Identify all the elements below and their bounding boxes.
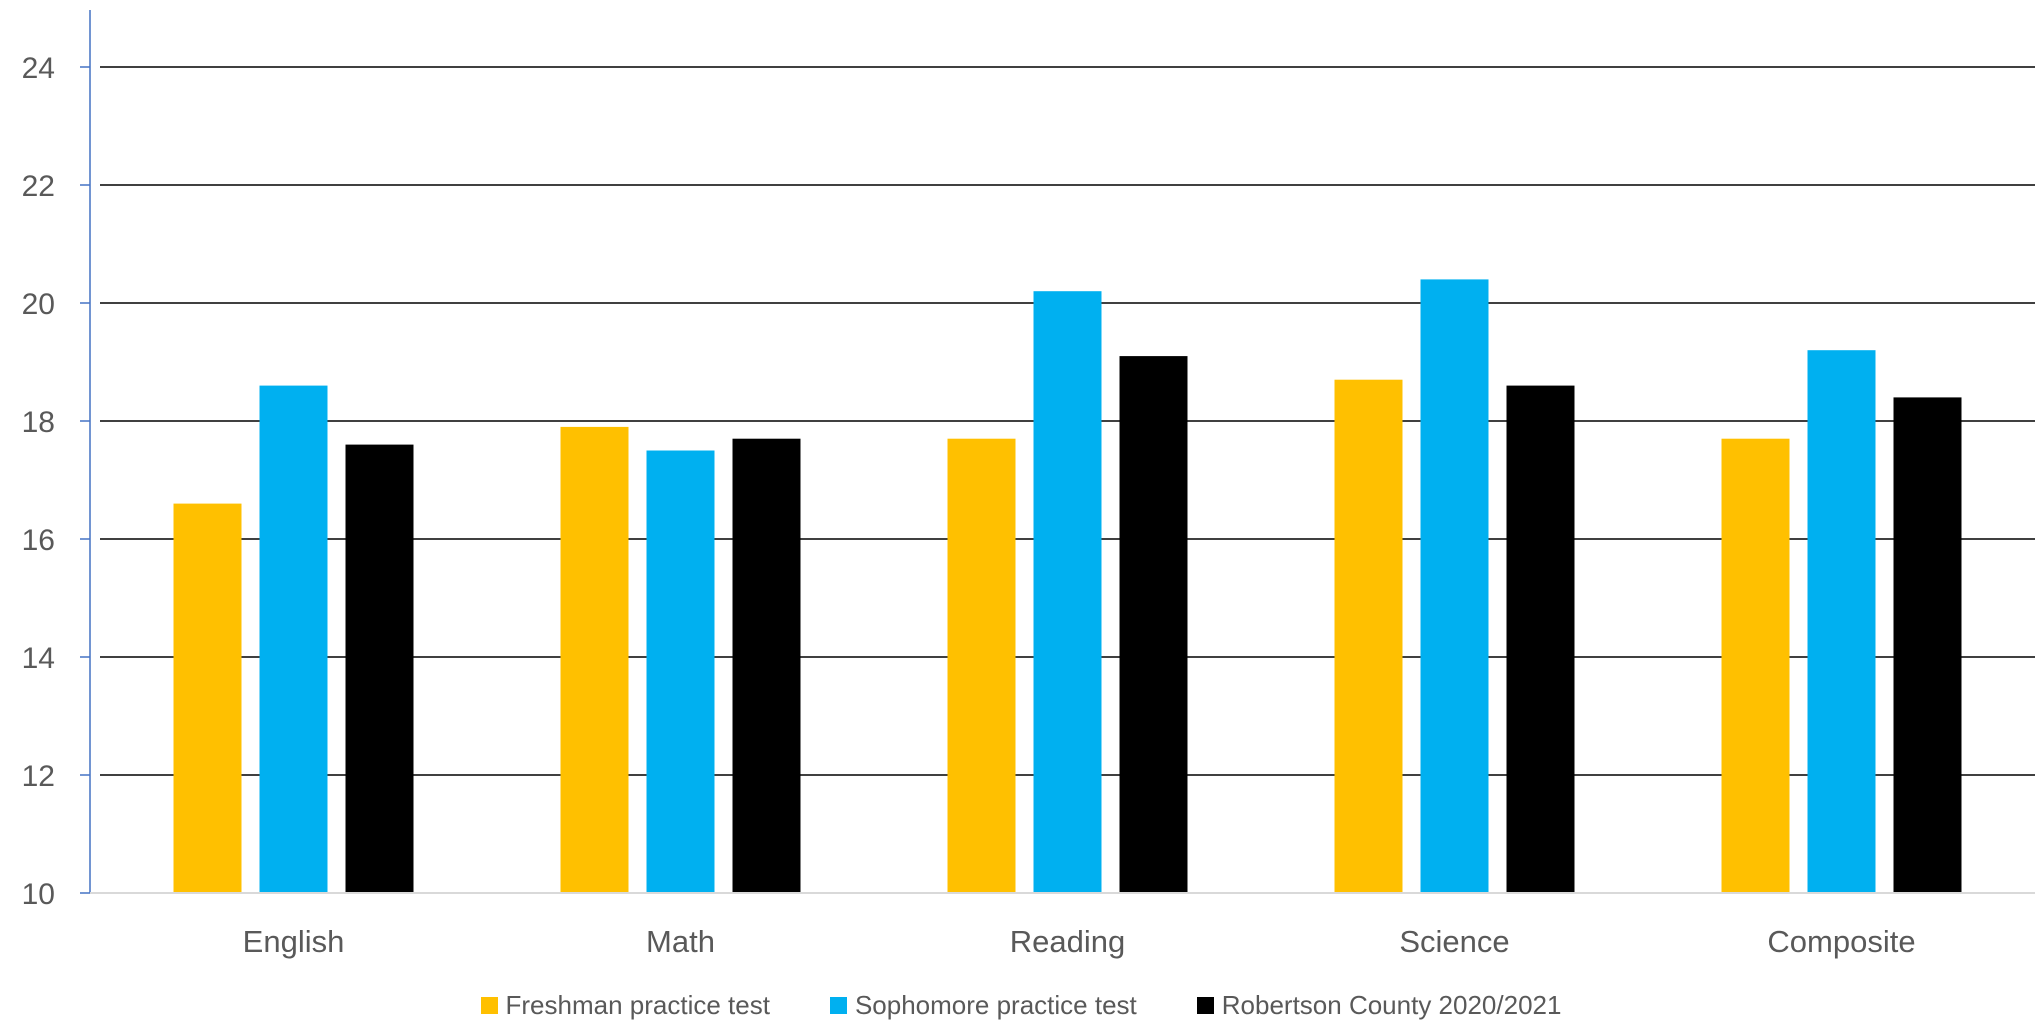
legend-item-sophomore: Sophomore practice test: [829, 990, 1137, 1021]
legend-label-freshman: Freshman practice test: [505, 990, 770, 1020]
bar: [1893, 397, 1962, 893]
x-tick-labels: English Math Reading Science Composite: [243, 924, 1916, 959]
x-tick-label: Composite: [1767, 924, 1915, 959]
y-tick-label: 14: [22, 642, 55, 675]
bar: [345, 444, 414, 893]
bar: [1334, 379, 1403, 893]
legend-swatch-robertson: [1196, 997, 1214, 1014]
x-tick-label: Science: [1399, 924, 1509, 959]
bar: [1807, 350, 1876, 893]
y-tick-label: 16: [22, 524, 55, 557]
legend-label-robertson: Robertson County 2020/2021: [1221, 990, 1562, 1020]
x-tick-label: Math: [646, 924, 715, 959]
bar: [560, 426, 629, 893]
legend-swatch-freshman: [480, 997, 498, 1014]
legend-swatch-sophomore: [829, 997, 847, 1014]
bar: [173, 503, 242, 893]
bar: [1721, 438, 1790, 893]
legend-item-robertson: Robertson County 2020/2021: [1196, 990, 1562, 1021]
y-tick-label: 12: [22, 760, 55, 793]
axes: [80, 10, 2035, 894]
y-tick-label: 22: [22, 170, 55, 203]
bar: [1033, 291, 1102, 893]
bar-chart: 10 12 14 16 18 20 22 24 English Math Reading Scien…: [22, 10, 2035, 959]
y-tick-label: 10: [22, 878, 55, 911]
bar: [947, 438, 1016, 893]
x-tick-label: English: [243, 924, 345, 959]
bar: [1119, 356, 1188, 894]
y-tick-labels: 10 12 14 16 18 20 22 24: [22, 52, 55, 911]
bar: [1506, 385, 1575, 893]
bar: [1420, 279, 1489, 893]
y-tick-label: 18: [22, 406, 55, 439]
legend-item-freshman: Freshman practice test: [480, 990, 770, 1021]
bars: [173, 279, 1962, 894]
bar: [646, 450, 715, 893]
bar: [259, 385, 328, 893]
legend: Freshman practice test Sophomore practic…: [0, 990, 2042, 1021]
x-tick-label: Reading: [1010, 924, 1125, 959]
legend-label-sophomore: Sophomore practice test: [854, 990, 1137, 1020]
bar: [732, 438, 801, 893]
y-tick-label: 20: [22, 288, 55, 321]
y-tick-label: 24: [22, 52, 55, 85]
